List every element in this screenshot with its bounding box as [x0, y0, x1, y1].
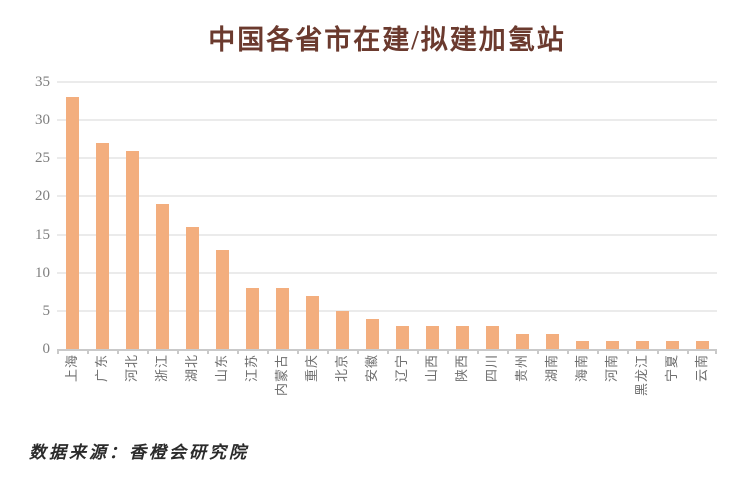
bar-浙江	[155, 204, 169, 349]
x-axis-tick	[237, 349, 239, 354]
gridline-35	[57, 81, 717, 83]
x-axis-tick	[715, 349, 717, 354]
x-axis-ticks-layer	[57, 349, 717, 355]
x-axis-tick	[207, 349, 209, 354]
x-tick-label-重庆: 重庆	[304, 354, 319, 383]
x-axis-tick	[357, 349, 359, 354]
gridline-10	[57, 271, 717, 274]
bar-江苏	[245, 287, 259, 349]
x-axis-tick	[567, 349, 569, 354]
x-axis-tick	[387, 349, 389, 354]
y-tick-label-10: 10	[35, 264, 50, 281]
bar-安徽	[365, 318, 379, 349]
x-tick-label-辽宁: 辽宁	[394, 354, 409, 383]
x-axis-tick	[597, 349, 599, 354]
bar-辽宁	[395, 326, 409, 349]
bar-宁夏	[665, 341, 679, 349]
x-tick-label-宁夏: 宁夏	[664, 354, 679, 383]
x-axis-tick	[297, 349, 299, 354]
y-tick-label-5: 5	[42, 302, 51, 319]
y-tick-label-25: 25	[35, 150, 50, 167]
y-tick-label-20: 20	[35, 188, 50, 205]
x-tick-label-内蒙古: 内蒙古	[274, 354, 289, 397]
x-axis-tick	[477, 349, 479, 354]
x-axis-tick	[687, 349, 689, 354]
x-axis-tick	[447, 349, 449, 354]
y-tick-label-15: 15	[35, 226, 50, 243]
bar-湖南	[545, 333, 559, 349]
x-axis-tick	[57, 349, 59, 354]
x-axis-tick	[147, 349, 149, 354]
x-tick-label-河北: 河北	[124, 354, 139, 383]
x-axis-tick	[327, 349, 329, 354]
bar-山西	[425, 326, 439, 349]
x-tick-label-安徽: 安徽	[364, 354, 379, 383]
x-tick-label-四川: 四川	[484, 354, 499, 383]
bar-四川	[485, 326, 499, 349]
x-axis-tick	[267, 349, 269, 354]
bar-上海	[65, 97, 79, 349]
plot-area	[57, 81, 717, 351]
bar-云南	[695, 341, 709, 349]
x-tick-label-浙江: 浙江	[154, 354, 169, 383]
gridline-20	[57, 195, 717, 198]
gridline-30	[57, 119, 717, 122]
x-axis-tick	[507, 349, 509, 354]
bar-河南	[605, 341, 619, 349]
x-tick-label-湖南: 湖南	[544, 354, 559, 383]
x-tick-label-山东: 山东	[214, 354, 229, 383]
chart-title: 中国各省市在建/拟建加氢站	[208, 25, 566, 55]
x-tick-label-湖北: 湖北	[184, 354, 199, 383]
x-tick-label-山西: 山西	[424, 354, 439, 383]
y-tick-label-30: 30	[35, 112, 50, 129]
x-tick-label-江苏: 江苏	[244, 354, 259, 383]
bar-北京	[335, 310, 349, 349]
x-axis-tick	[627, 349, 629, 354]
bar-陕西	[455, 326, 469, 349]
bar-河北	[125, 150, 139, 349]
gridline-15	[57, 233, 717, 236]
x-tick-label-黑龙江: 黑龙江	[634, 354, 649, 397]
x-axis-tick	[87, 349, 89, 354]
x-tick-label-海南: 海南	[574, 354, 589, 383]
bar-重庆	[305, 295, 319, 349]
gridline-5	[57, 309, 717, 312]
x-tick-label-陕西: 陕西	[454, 354, 469, 383]
x-axis-tick	[417, 349, 419, 354]
bar-山东	[215, 249, 229, 349]
bar-广东	[95, 143, 109, 349]
x-axis-tick	[657, 349, 659, 354]
bar-海南	[575, 341, 589, 349]
bar-黑龙江	[635, 341, 649, 349]
x-tick-label-贵州: 贵州	[514, 354, 529, 383]
x-axis-tick	[177, 349, 179, 354]
x-axis-tick	[537, 349, 539, 354]
bar-贵州	[515, 333, 529, 349]
gridline-25	[57, 157, 717, 160]
x-tick-label-河南: 河南	[604, 354, 619, 383]
bar-内蒙古	[275, 287, 289, 349]
data-source-caption: 数据来源：香橙会研究院	[29, 443, 249, 462]
y-tick-label-35: 35	[35, 74, 50, 90]
x-tick-label-广东: 广东	[94, 354, 109, 383]
bar-湖北	[185, 226, 199, 349]
x-axis-tick	[117, 349, 119, 354]
y-tick-label-0: 0	[42, 341, 51, 357]
x-tick-label-北京: 北京	[334, 354, 349, 383]
x-tick-label-上海: 上海	[64, 354, 79, 383]
x-tick-label-云南: 云南	[694, 354, 709, 383]
